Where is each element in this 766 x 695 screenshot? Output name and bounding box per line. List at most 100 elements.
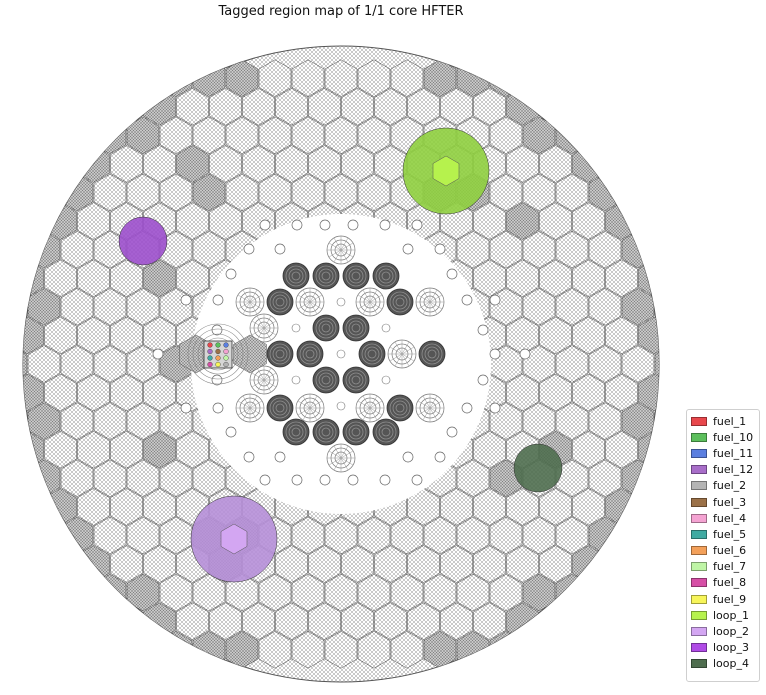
reflector-hex xyxy=(654,402,659,440)
reflector-hex xyxy=(126,402,160,440)
guide-tube xyxy=(180,294,192,306)
control-rod-spoke xyxy=(340,457,349,471)
fuel-sample xyxy=(215,348,221,355)
fuel-assembly xyxy=(275,349,285,359)
guide-tube xyxy=(446,426,458,438)
fuel-assembly xyxy=(395,297,405,307)
control-rod-spoke xyxy=(429,294,443,303)
fuel-assembly xyxy=(389,291,411,313)
reflector-hex xyxy=(110,373,143,412)
legend-item-fuel_12: fuel_12 xyxy=(691,462,759,478)
guide-tube xyxy=(225,268,237,280)
control-rod-spoke xyxy=(369,289,378,303)
legend-label: fuel_12 xyxy=(713,463,754,477)
fuel-assembly xyxy=(375,265,397,287)
reflector-hex xyxy=(539,488,572,526)
control-rod-spoke xyxy=(333,237,342,251)
target-ring xyxy=(187,323,249,385)
reflector-hex xyxy=(555,288,589,326)
reflector-hex xyxy=(506,145,539,183)
reflector-hex xyxy=(390,516,424,555)
reflector-hex xyxy=(143,259,176,298)
reflector-hex xyxy=(605,373,638,412)
legend-item-fuel_2: fuel_2 xyxy=(691,478,759,494)
reflector-hex xyxy=(23,373,44,412)
loop-core-loop_2 xyxy=(220,523,248,555)
reflector-hex xyxy=(176,602,209,640)
fuel-sample xyxy=(215,361,221,368)
reflector-hex xyxy=(605,316,638,355)
reflector-hex xyxy=(374,545,407,583)
reflector-hex xyxy=(176,88,209,126)
legend-item-fuel_3: fuel_3 xyxy=(691,494,759,510)
guide-tube xyxy=(274,451,286,463)
reflector-hex xyxy=(192,573,226,612)
control-rod-spoke xyxy=(422,395,431,409)
control-rod-spoke xyxy=(429,395,438,409)
reflector-hex xyxy=(143,430,176,469)
legend-item-fuel_4: fuel_4 xyxy=(691,510,759,526)
control-rod-spoke xyxy=(340,237,349,251)
reflector-hex xyxy=(225,573,259,612)
reflector-hex xyxy=(605,430,638,469)
reflector-hex xyxy=(407,88,440,126)
empty-position xyxy=(336,349,346,359)
guide-tube xyxy=(259,219,271,231)
guide-tube xyxy=(411,219,423,231)
fuel-sample xyxy=(207,355,213,361)
fuel-sample xyxy=(223,348,229,355)
target-ring xyxy=(201,337,235,371)
guide-tube xyxy=(434,243,446,255)
control-rod-spoke xyxy=(249,294,263,303)
guide-tube xyxy=(211,374,223,386)
reflector-hex xyxy=(93,516,127,555)
guide-tube xyxy=(259,474,271,486)
control-rod-spoke xyxy=(302,407,311,421)
guide-tube xyxy=(461,402,473,414)
reflector-hex xyxy=(209,602,242,640)
reflector-hex xyxy=(588,288,622,326)
control-rod-spoke xyxy=(389,353,403,362)
reflector-hex xyxy=(572,259,605,298)
control-rod-spoke xyxy=(417,407,431,416)
reflector-hex xyxy=(357,59,391,97)
fuel-assembly xyxy=(392,400,408,416)
reflector-hex xyxy=(110,316,143,355)
fuel-assembly xyxy=(342,314,370,342)
reflector-hex xyxy=(572,373,605,412)
fuel-assembly xyxy=(392,294,408,310)
fuel-sample xyxy=(207,361,213,368)
fuel-assembly xyxy=(305,349,315,359)
loop-core-loop_1 xyxy=(432,155,460,187)
reflector-hex xyxy=(423,516,457,555)
legend-item-fuel_8: fuel_8 xyxy=(691,575,759,591)
fuel-assembly xyxy=(345,317,367,339)
legend-item-loop_2: loop_2 xyxy=(691,623,759,639)
legend-label: fuel_4 xyxy=(713,511,747,525)
fuel-assembly xyxy=(342,418,370,446)
reflector-hex xyxy=(572,202,605,240)
guide-tube xyxy=(274,243,286,255)
reflector-hex xyxy=(506,488,539,526)
loop-loop_4 xyxy=(513,443,563,493)
fuel-assembly xyxy=(266,288,294,316)
fuel-assembly xyxy=(312,366,340,394)
reflector-hex xyxy=(159,573,193,612)
legend-item-loop_1: loop_1 xyxy=(691,607,759,623)
reflector-hex xyxy=(522,516,556,555)
reflector-hex xyxy=(44,373,77,412)
control-rod-spoke xyxy=(249,407,258,421)
reflector-hex xyxy=(192,116,226,155)
empty-position xyxy=(336,297,346,307)
reflector-hex xyxy=(473,88,506,126)
control-rod-spoke xyxy=(357,294,371,303)
empty-position xyxy=(291,375,301,385)
fuel-assembly xyxy=(296,340,324,368)
legend-label: loop_1 xyxy=(713,608,749,622)
reflector-hex xyxy=(456,230,490,269)
control-rod-spoke xyxy=(263,327,272,341)
control-rod-spoke xyxy=(357,301,371,310)
control-rod-spoke xyxy=(369,400,383,409)
reflector-hex xyxy=(291,516,325,555)
fuel-assembly xyxy=(272,346,288,362)
